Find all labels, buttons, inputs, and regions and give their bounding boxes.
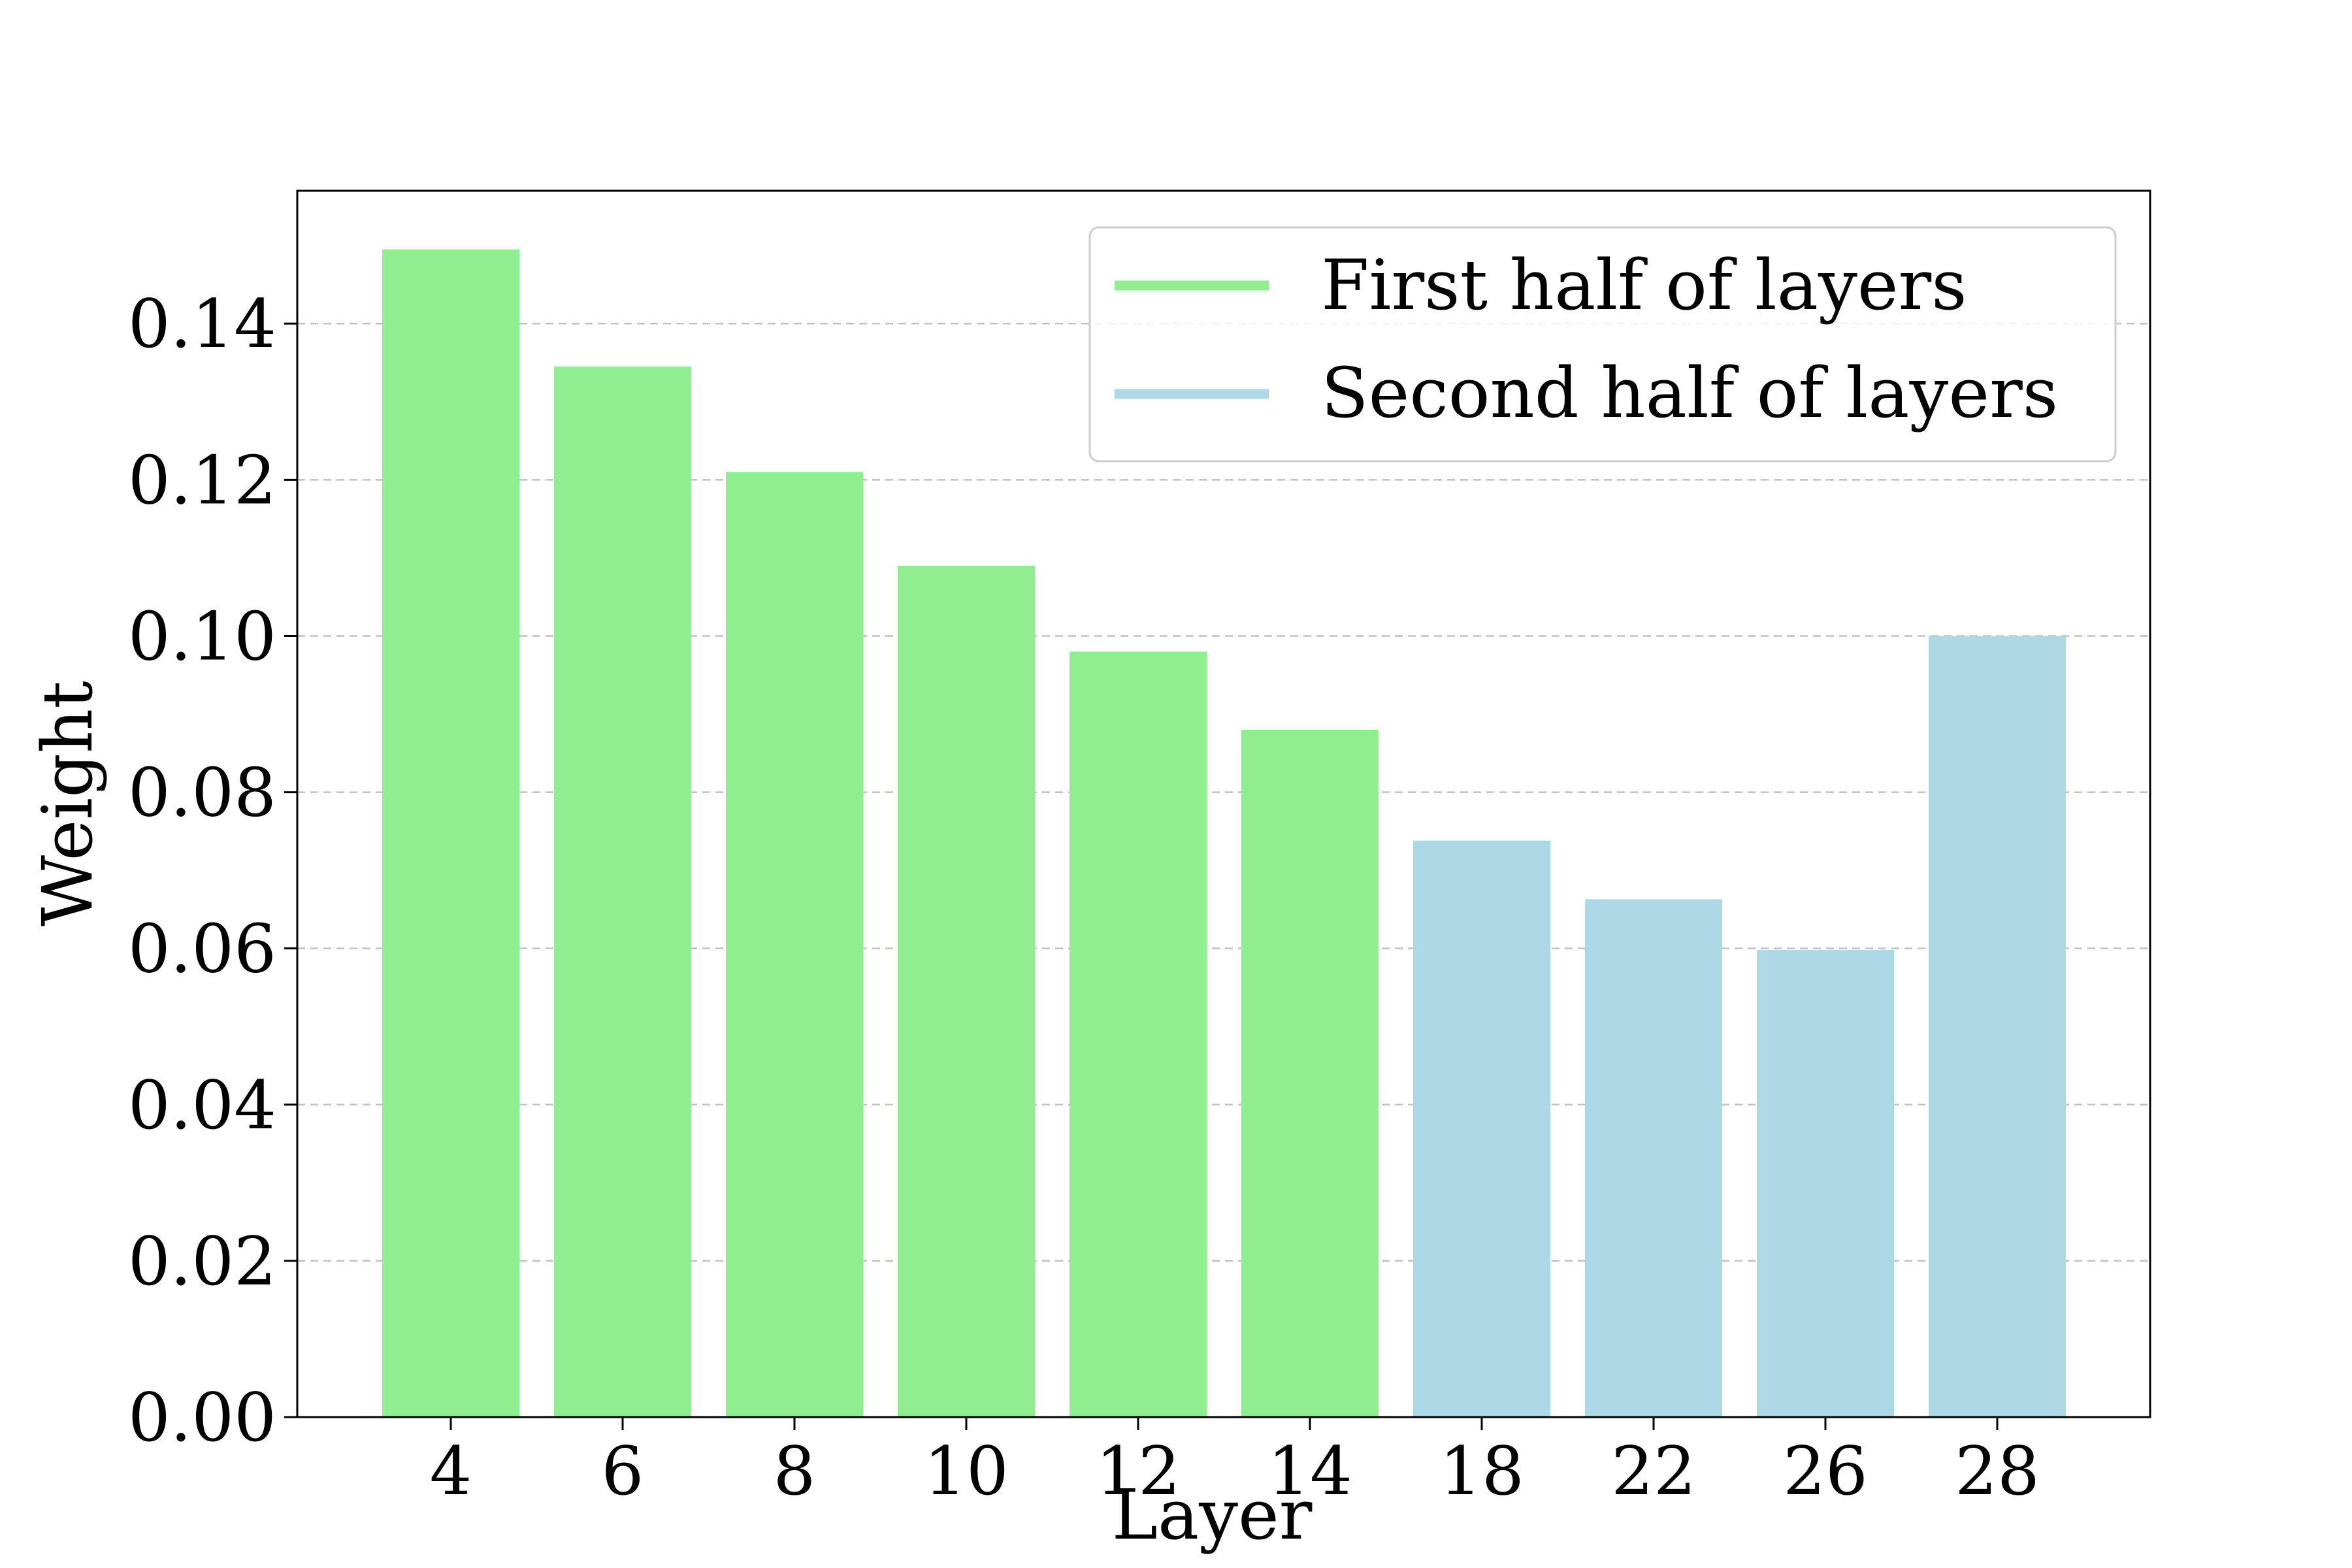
legend-label-second-half: Second half of layers — [1321, 353, 2058, 433]
x-tick-label: 10 — [924, 1433, 1009, 1511]
legend-label-first-half: First half of layers — [1321, 245, 1967, 325]
x-tick-label: 6 — [602, 1433, 644, 1511]
y-tick-label: 0.10 — [128, 598, 276, 676]
bar-layer-10 — [898, 565, 1035, 1417]
bar-layer-18 — [1413, 840, 1550, 1417]
x-tick-label: 14 — [1267, 1433, 1352, 1511]
x-tick-label: 12 — [1096, 1433, 1181, 1511]
y-tick-label: 0.12 — [128, 442, 276, 519]
bar-layer-12 — [1070, 651, 1207, 1418]
y-tick-label: 0.14 — [128, 286, 276, 363]
y-axis: 0.00 0.02 0.04 0.06 0.08 0.10 0.12 0.14 — [128, 286, 297, 1457]
bar-layer-6 — [554, 366, 691, 1417]
plot-frame — [296, 189, 2151, 1418]
y-tick-label: 0.00 — [128, 1379, 276, 1457]
bar-layer-28 — [1929, 636, 2066, 1417]
x-tick-label: 18 — [1439, 1433, 1524, 1511]
x-tick-label: 26 — [1783, 1433, 1868, 1511]
x-tick-label: 8 — [774, 1433, 816, 1511]
bars — [382, 249, 2066, 1418]
bar-layer-14 — [1241, 729, 1379, 1417]
x-tick-label: 22 — [1611, 1433, 1696, 1511]
legend: First half of layers Second half of laye… — [1088, 226, 2117, 463]
y-tick-label: 0.08 — [128, 755, 276, 832]
x-axis: 4 6 8 10 12 14 18 22 26 28 — [430, 1417, 2040, 1511]
bar-layer-26 — [1757, 950, 1894, 1417]
bar-layer-22 — [1585, 899, 1722, 1417]
x-axis-title: Layer — [1112, 1475, 1313, 1555]
y-axis-title: Weight — [27, 681, 108, 926]
y-tick-label: 0.02 — [128, 1223, 276, 1301]
bar-layer-4 — [382, 249, 519, 1417]
bar-layer-8 — [726, 472, 863, 1417]
x-tick-label: 28 — [1955, 1433, 2040, 1511]
legend-box — [1088, 226, 2117, 463]
x-tick-label: 4 — [430, 1433, 472, 1511]
y-tick-label: 0.04 — [128, 1067, 276, 1145]
y-tick-label: 0.06 — [128, 911, 276, 988]
